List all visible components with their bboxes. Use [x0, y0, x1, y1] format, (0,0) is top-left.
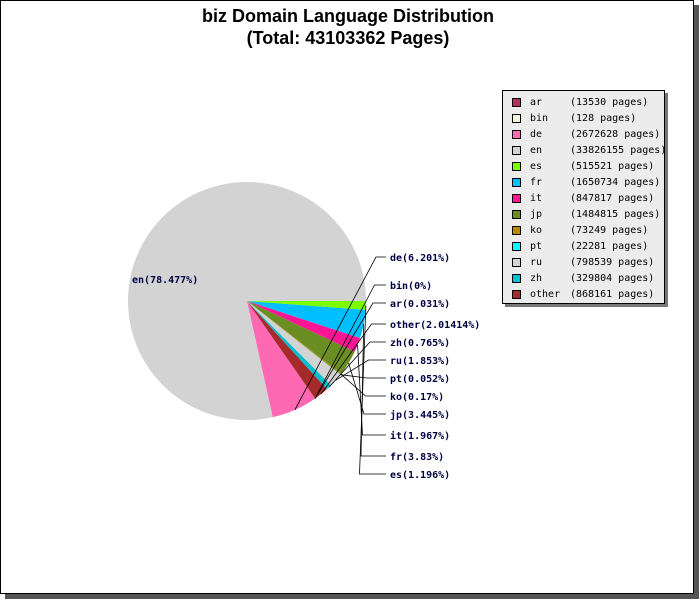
- chart-legend: ar (13530 pages) bin (128 pages) de (26726…: [502, 90, 666, 304]
- legend-swatch: [512, 225, 521, 235]
- legend-item-es: es (515521 pages): [512, 160, 654, 172]
- slice-label-pt: pt(0.052%): [390, 374, 450, 385]
- legend-code: ru: [530, 256, 543, 268]
- legend-code: fr: [530, 176, 543, 188]
- legend-code: other: [530, 288, 561, 300]
- legend-item-de: de (2672628 pages): [512, 128, 660, 140]
- slice-leader-de: [294, 256, 386, 411]
- pie-slice-jp: [247, 301, 355, 374]
- legend-code: en: [530, 144, 543, 156]
- legend-pages: (868161 pages): [570, 288, 655, 300]
- legend-item-ko: ko (73249 pages): [512, 224, 648, 236]
- slice-label-ru: ru(1.853%): [390, 356, 450, 367]
- legend-swatch: [512, 145, 521, 155]
- pie-slice-fr: [247, 301, 366, 338]
- slice-leader-fr: [360, 324, 386, 457]
- legend-swatch: [512, 129, 521, 139]
- slice-label-de: de(6.201%): [390, 253, 450, 264]
- legend-pages: (73249 pages): [564, 224, 649, 236]
- legend-swatch: [512, 113, 521, 123]
- slice-label-jp: jp(3.445%): [390, 409, 450, 421]
- legend-code: ko: [530, 224, 543, 236]
- slice-leader-ru: [335, 359, 386, 381]
- legend-item-other: other (868161 pages): [512, 288, 654, 300]
- slice-leader-bin: [314, 284, 386, 399]
- chart-title: biz Domain Language Distribution: [202, 6, 494, 26]
- legend-item-pt: pt (22281 pages): [512, 240, 648, 252]
- legend-pages: (798539 pages): [564, 256, 655, 268]
- slice-label-fr: fr(3.83%): [390, 452, 444, 463]
- slice-label-ar: ar(0.031%): [390, 299, 450, 310]
- legend-pages: (13530 pages): [564, 96, 649, 108]
- legend-code: bin: [530, 112, 549, 124]
- legend-swatch: [512, 289, 521, 299]
- slice-leader-other: [320, 323, 386, 395]
- legend-pages: (33826155 pages): [564, 144, 667, 156]
- pie-slice-ru: [247, 301, 341, 386]
- pie-slice-ko: [247, 301, 342, 375]
- slice-label-zh: zh(0.765%): [390, 338, 450, 349]
- legend-pages: (22281 pages): [564, 240, 649, 252]
- slice-label-it: it(1.967%): [390, 430, 450, 442]
- pie-slice-pt: [247, 301, 341, 375]
- pie-slice-ar: [247, 301, 316, 399]
- legend-item-ru: ru (798539 pages): [512, 256, 654, 268]
- chart-subtitle: (Total: 43103362 Pages): [246, 28, 450, 48]
- slice-leader-ko: [340, 373, 386, 397]
- legend-pages: (1484815 pages): [564, 208, 661, 220]
- legend-swatch: [512, 273, 521, 283]
- slice-leader-zh: [328, 341, 386, 388]
- slice-leader-jp: [348, 362, 386, 415]
- pie-slice-zh: [247, 301, 332, 390]
- legend-code: pt: [530, 240, 543, 252]
- legend-pages: (2672628 pages): [564, 128, 661, 140]
- legend-swatch: [512, 177, 521, 187]
- slice-leader-ar: [314, 302, 386, 399]
- legend-swatch: [512, 241, 521, 251]
- legend-pages: (329804 pages): [564, 272, 655, 284]
- slice-leader-pt: [340, 374, 386, 379]
- legend-swatch: [512, 193, 521, 203]
- slice-label-ko: ko(0.17%): [390, 392, 444, 403]
- legend-code: it: [530, 192, 543, 204]
- slice-label-es: es(1.196%): [390, 470, 450, 481]
- pie-slice-de: [247, 301, 315, 418]
- slice-label-bin: bin(0%): [390, 280, 432, 292]
- legend-code: ar: [530, 96, 543, 108]
- legend-pages: (1650734 pages): [564, 176, 661, 188]
- legend-swatch: [512, 97, 521, 107]
- legend-item-en: en (33826155 pages): [512, 144, 666, 156]
- slice-leader-it: [357, 344, 386, 436]
- slice-label-other: other(2.01414%): [390, 320, 480, 331]
- legend-swatch: [512, 161, 521, 171]
- pie-slice-it: [247, 301, 361, 352]
- legend-swatch: [512, 209, 521, 219]
- slice-leader-es: [359, 305, 386, 475]
- legend-code: zh: [530, 272, 543, 284]
- legend-item-ar: ar (13530 pages): [512, 96, 648, 108]
- legend-item-jp: jp (1484815 pages): [512, 208, 660, 220]
- legend-code: es: [530, 160, 543, 172]
- legend-pages: (847817 pages): [564, 192, 655, 204]
- legend-item-bin: bin (128 pages): [512, 112, 636, 124]
- legend-item-zh: zh (329804 pages): [512, 272, 654, 284]
- pie-slice-other: [247, 301, 327, 399]
- legend-item-fr: fr (1650734 pages): [512, 176, 660, 188]
- pie-slice-es: [247, 301, 366, 310]
- chart-title-block: biz Domain Language Distribution (Total:…: [1, 5, 695, 49]
- pie-slice-en: [128, 181, 366, 420]
- slice-label-en: en(78.477%): [132, 275, 198, 286]
- legend-item-it: it (847817 pages): [512, 192, 654, 204]
- legend-swatch: [512, 257, 521, 267]
- legend-pages: (128 pages): [564, 112, 637, 124]
- legend-code: de: [530, 128, 543, 140]
- legend-code: jp: [530, 208, 543, 220]
- legend-pages: (515521 pages): [564, 160, 655, 172]
